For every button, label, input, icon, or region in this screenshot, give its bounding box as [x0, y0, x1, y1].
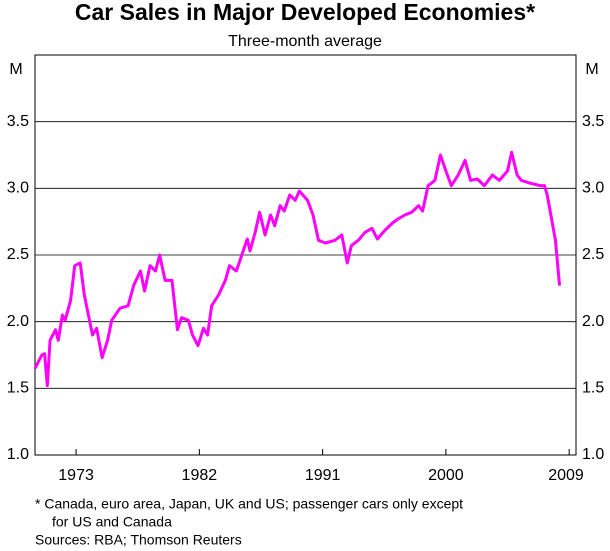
- chart-title: Car Sales in Major Developed Economies*: [75, 0, 535, 25]
- y-tick-label: 1.5: [7, 380, 29, 397]
- y-tick-label: 3.5: [7, 113, 29, 130]
- source: Sources: RBA; Thomson Reuters: [35, 532, 242, 548]
- y-tick-label: 2.5: [7, 246, 29, 263]
- footnote: for US and Canada: [52, 514, 172, 530]
- y-tick-label: 1.0: [7, 446, 29, 463]
- x-tick-label: 1991: [305, 467, 341, 484]
- y2-tick-label: 2.5: [582, 246, 604, 263]
- y2-tick-label: 3.5: [582, 113, 604, 130]
- y2-axis-unit: M: [585, 61, 598, 78]
- y-tick-label: 3.0: [7, 180, 29, 197]
- x-tick-label: 2009: [548, 467, 584, 484]
- y2-tick-label: 1.0: [582, 446, 604, 463]
- y-tick-label: 2.0: [7, 313, 29, 330]
- y-axis-unit: M: [9, 61, 22, 78]
- y2-tick-label: 2.0: [582, 313, 604, 330]
- x-tick-label: 1973: [58, 467, 94, 484]
- x-tick-label: 1982: [182, 467, 218, 484]
- data-line: [33, 150, 562, 388]
- x-tick-label: 2000: [428, 467, 464, 484]
- y2-tick-label: 3.0: [582, 180, 604, 197]
- y2-tick-label: 1.5: [582, 380, 604, 397]
- chart-subtitle: Three-month average: [228, 33, 382, 50]
- footnote: * Canada, euro area, Japan, UK and US; p…: [35, 496, 463, 512]
